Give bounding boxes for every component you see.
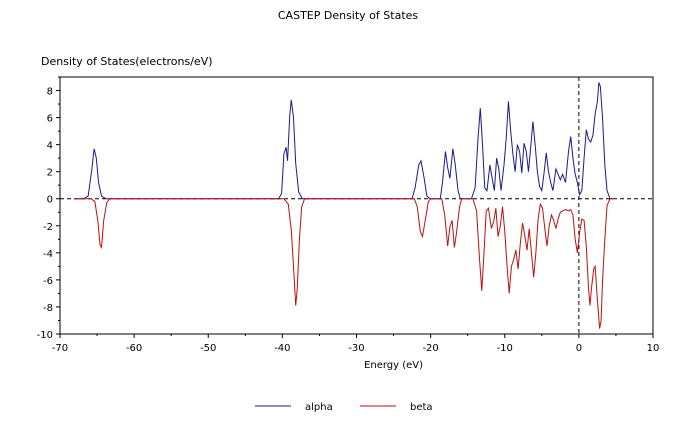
series-line-beta [74, 198, 613, 329]
legend-label-alpha: alpha [305, 402, 333, 413]
x-tick-label: -30 [348, 343, 364, 354]
y-tick-label: -8 [43, 303, 53, 314]
y-tick-label: -2 [43, 222, 53, 233]
y-tick-label: -6 [43, 276, 53, 287]
y-tick-label: 2 [47, 168, 53, 179]
x-tick-label: -70 [52, 343, 68, 354]
x-axis-label: Energy (eV) [364, 360, 423, 371]
chart-title: CASTEP Density of States [277, 9, 419, 22]
series-line-alpha [74, 82, 613, 200]
legend-label-beta: beta [410, 402, 433, 413]
y-tick-label: -10 [37, 330, 53, 341]
x-tick-label: 10 [647, 343, 660, 354]
plot-frame [59, 76, 654, 335]
x-tick-label: -60 [126, 343, 142, 354]
y-tick-label: -4 [43, 249, 53, 260]
x-tick-label: -10 [497, 343, 513, 354]
y-axis-label: Density of States(electrons/eV) [41, 55, 213, 68]
x-tick-label: -20 [422, 343, 438, 354]
x-tick-label: -40 [274, 343, 290, 354]
y-tick-label: 4 [47, 141, 53, 152]
y-tick-label: 6 [47, 114, 53, 125]
y-tick-label: 8 [47, 87, 53, 98]
y-tick-label: 0 [47, 195, 53, 206]
x-tick-label: 0 [576, 343, 582, 354]
x-tick-label: -50 [200, 343, 216, 354]
